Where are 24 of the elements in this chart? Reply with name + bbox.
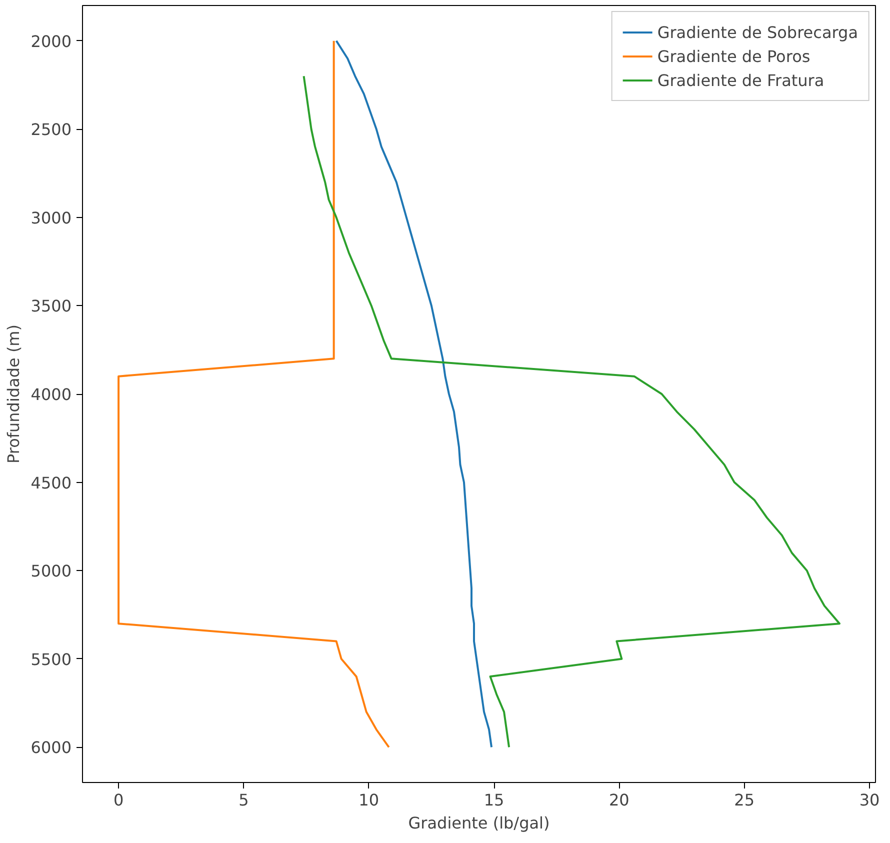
x-tick-label: 20 <box>608 790 630 810</box>
legend-label: Gradiente de Poros <box>657 46 810 66</box>
x-axis-title: Gradiente (lb/gal) <box>408 814 550 832</box>
x-tick-label: 0 <box>113 790 124 810</box>
y-tick-label: 3500 <box>30 296 72 316</box>
line-series <box>302 75 840 748</box>
line-series <box>335 40 493 748</box>
y-tick-label: 2500 <box>30 120 72 140</box>
y-axis-title: Profundidade (m) <box>4 324 23 464</box>
y-tick-label: 5000 <box>30 562 72 581</box>
x-tick-label: 30 <box>859 790 880 810</box>
line-series <box>118 40 390 748</box>
x-tick-label: 15 <box>484 790 504 810</box>
y-tick-label: 4000 <box>30 385 72 404</box>
x-tick-label: 5 <box>238 790 249 810</box>
y-tick-label: 4500 <box>30 473 72 492</box>
y-tick-label: 6000 <box>30 738 72 758</box>
legend-label: Gradiente de Sobrecarga <box>657 22 858 42</box>
y-tick-label: 5500 <box>30 650 72 669</box>
legend-label: Gradiente de Fratura <box>657 70 824 90</box>
x-tick-label: 10 <box>358 790 380 810</box>
y-tick-label: 2000 <box>30 32 72 51</box>
x-tick-label: 25 <box>734 790 755 810</box>
y-tick-label: 3000 <box>30 208 72 228</box>
